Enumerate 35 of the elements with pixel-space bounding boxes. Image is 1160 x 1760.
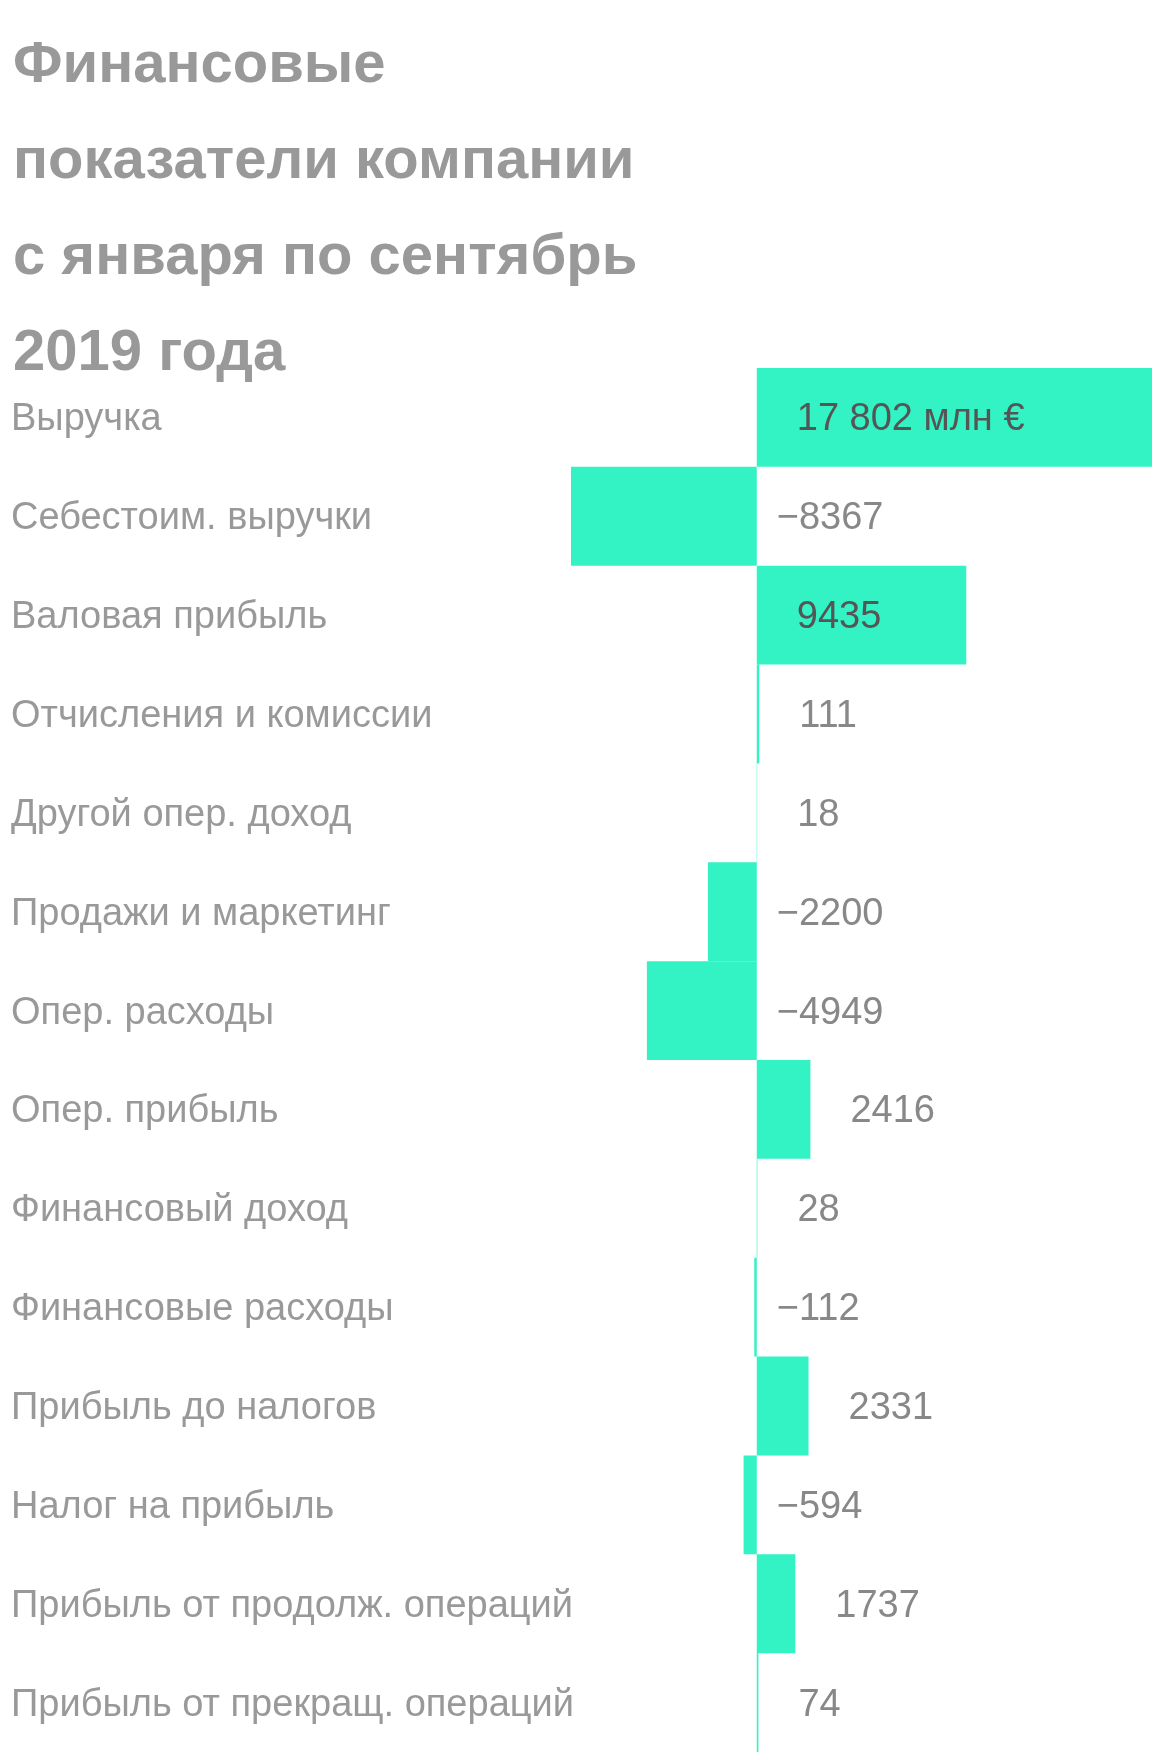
data-label: 9435 [796, 594, 882, 637]
data-label: 17 802 млн € [796, 396, 1025, 439]
bar [756, 1060, 811, 1159]
data-label: −8367 [776, 495, 884, 538]
bar [571, 466, 757, 566]
data-label: 2331 [848, 1385, 934, 1427]
data-label: 2416 [850, 1088, 935, 1131]
data-label: −594 [776, 1483, 863, 1526]
y-tick-label: Опер. расходы [11, 989, 275, 1032]
y-tick-label: Финансовые расходы [11, 1286, 394, 1329]
bar [754, 1257, 757, 1357]
bar [756, 368, 1152, 467]
y-tick-label: Валовая прибыль [11, 594, 328, 637]
bar [756, 1356, 809, 1456]
data-label: 1737 [835, 1582, 920, 1625]
bar [743, 1455, 757, 1555]
y-tick-label: Прибыль до налогов [11, 1385, 377, 1427]
y-tick-label: Опер. прибыль [11, 1088, 279, 1131]
y-tick-label: Отчисления и комиссии [11, 693, 433, 735]
data-label: −112 [776, 1286, 860, 1329]
y-tick-label: Продажи и маркетинг [11, 890, 391, 933]
y-tick-label: Финансовый доход [11, 1187, 348, 1230]
y-tick-label: Себестоим. выручки [11, 495, 373, 538]
y-tick-label: Выручка [11, 396, 163, 439]
y-tick-label: Прибыль от прекращ. операций [11, 1681, 574, 1724]
data-label: 111 [799, 693, 857, 735]
chart-title: Финансовые показатели компании с января по сентябрь 2019 года [13, 28, 654, 382]
y-tick-label: Другой опер. доход [11, 791, 352, 834]
data-label: 74 [798, 1681, 841, 1724]
data-label: −4949 [776, 989, 884, 1032]
data-label: −2200 [776, 890, 884, 933]
y-tick-label: Прибыль от продолж. операций [11, 1582, 574, 1625]
data-label: 28 [797, 1187, 840, 1230]
data-label: 18 [797, 791, 840, 834]
y-tick-label: Налог на прибыль [11, 1483, 335, 1526]
